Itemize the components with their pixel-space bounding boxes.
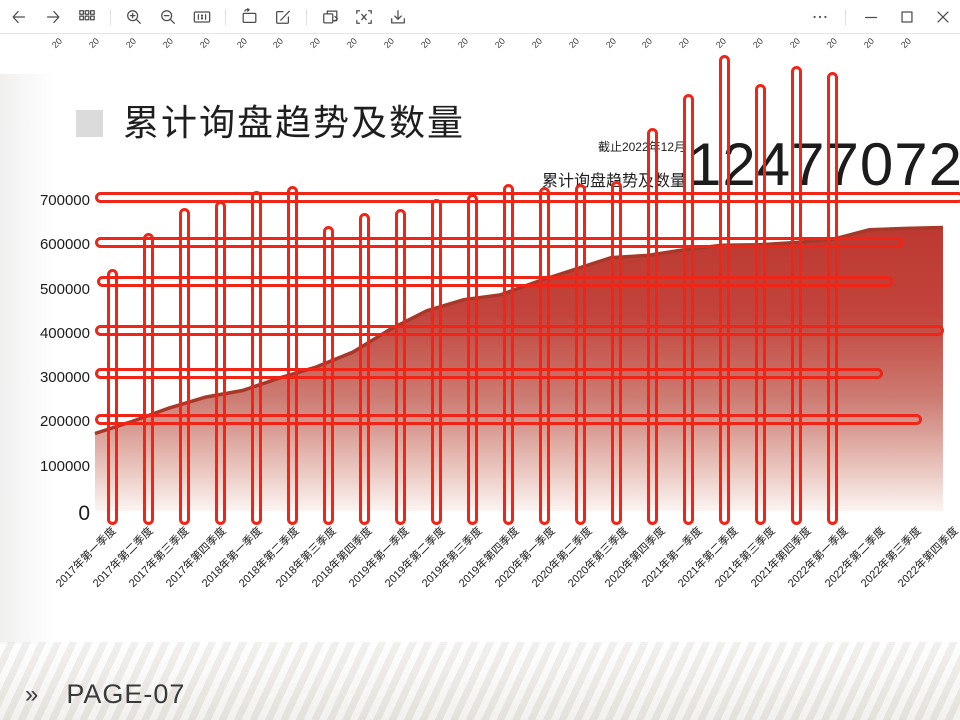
y-tick-label: 700000: [39, 191, 90, 209]
red-capsule-hline: [95, 237, 903, 248]
maximize-icon[interactable]: [896, 6, 918, 28]
toolbar: [0, 0, 960, 34]
red-capsule-vline: [719, 55, 730, 525]
big-number: 12477072: [688, 131, 960, 198]
text-select-icon[interactable]: [353, 6, 375, 28]
y-tick-label: 100000: [39, 457, 90, 475]
window-controls: [809, 0, 954, 33]
close-icon[interactable]: [932, 6, 954, 28]
minimize-icon[interactable]: [860, 6, 882, 28]
red-capsule-vline: [575, 184, 586, 525]
page-chevrons: »: [25, 680, 39, 708]
y-tick-label: 600000: [39, 236, 90, 254]
page-number-label: PAGE-07: [66, 679, 186, 709]
toolbar-separator: [225, 8, 226, 25]
zoom-in-icon[interactable]: [123, 6, 145, 28]
slide-canvas: 20 20 20 20 20 20 20 20 20 20 20 20 20 20 20 20 20 20 20 20…: [0, 34, 960, 720]
y-tick-label: 200000: [39, 413, 90, 431]
y-tick-label: 500000: [39, 280, 90, 298]
red-capsule-hline: [97, 276, 893, 287]
red-capsule-vline: [755, 84, 766, 525]
red-capsule-vline: [467, 194, 478, 525]
chart-title: 累计询盘趋势及数量: [541, 173, 686, 190]
red-capsule-vline: [827, 72, 838, 525]
red-capsule-vline: [179, 208, 190, 525]
red-capsule-vline: [107, 269, 118, 525]
forward-icon[interactable]: [42, 6, 64, 28]
y-tick-label: 300000: [39, 369, 90, 387]
red-capsule-hline: [95, 414, 922, 425]
red-capsule-vline: [791, 66, 802, 525]
toolbar-separator: [110, 8, 111, 25]
toolbar-separator: [306, 8, 307, 25]
title-bullet-square: [76, 109, 103, 137]
red-capsule-hline: [95, 368, 883, 379]
red-capsule-vline: [323, 226, 334, 525]
fit-window-icon[interactable]: [238, 6, 260, 28]
red-capsule-vline: [611, 181, 622, 525]
y-tick-label: 400000: [39, 324, 90, 342]
chart-subtitle: 截止2022年12月: [597, 140, 686, 154]
page-title: 累计询盘趋势及数量: [123, 102, 466, 143]
more-icon[interactable]: [809, 6, 831, 28]
red-capsule-vline: [503, 184, 514, 525]
y-tick-label: 0: [78, 502, 90, 525]
red-capsule-hline: [95, 192, 960, 203]
red-capsule-vline: [395, 209, 406, 525]
zoom-out-icon[interactable]: [157, 6, 179, 28]
back-icon[interactable]: [8, 6, 30, 28]
red-capsule-vline: [215, 201, 226, 525]
download-icon[interactable]: [387, 6, 409, 28]
toolbar-separator: [845, 8, 846, 25]
red-capsule-vline: [287, 186, 298, 525]
actual-size-icon[interactable]: [191, 6, 213, 28]
copy-export-icon[interactable]: [319, 6, 341, 28]
grid-view-icon[interactable]: [76, 6, 98, 28]
edit-icon[interactable]: [272, 6, 294, 28]
red-capsule-hline: [95, 325, 944, 336]
background-image-left: [0, 74, 55, 644]
background-image-bottom: [0, 642, 960, 720]
toolbar-left-group: [0, 6, 409, 28]
red-capsule-vline: [539, 187, 550, 525]
red-capsule-vline: [683, 94, 694, 525]
page-footer: » PAGE-07: [0, 679, 400, 710]
red-capsule-vline: [143, 233, 154, 525]
